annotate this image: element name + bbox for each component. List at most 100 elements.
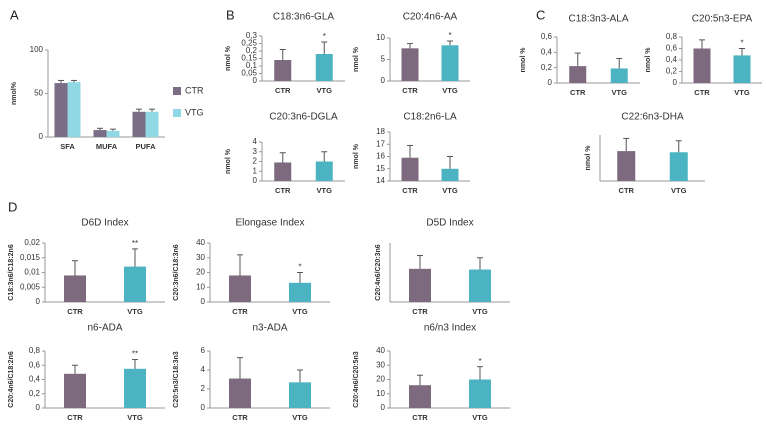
- y-axis-label: nmol%: [11, 81, 18, 105]
- panel-label: D: [8, 199, 17, 214]
- legend-swatch: [173, 109, 181, 117]
- panel-label: C: [536, 7, 545, 22]
- bar: [315, 54, 333, 81]
- chart-title: n3-ADA: [252, 323, 287, 334]
- x-tick-label: VTG: [127, 307, 143, 316]
- y-tick-label: 0: [36, 403, 41, 412]
- y-tick-label: 0,2: [29, 389, 41, 398]
- x-tick-label: CTR: [232, 413, 248, 422]
- y-axis-label: C18:3n6/C18:2n6: [8, 244, 15, 301]
- y-tick-label: 40: [196, 238, 205, 247]
- x-tick-label: VTG: [317, 86, 333, 95]
- y-tick-label: 0: [201, 403, 206, 412]
- y-tick-label: 0,02: [24, 238, 40, 247]
- bar: [441, 45, 459, 81]
- y-tick-label: 20: [196, 268, 205, 277]
- chart-title: C18:3n6-GLA: [273, 12, 334, 23]
- bar: [409, 385, 431, 408]
- bar: [124, 266, 146, 302]
- chart-title: D6D Index: [81, 218, 128, 229]
- y-axis-label: C20:4n6/C20:3n6: [375, 244, 382, 301]
- panel-label: B: [226, 7, 235, 22]
- y-tick-label: 0,01: [24, 268, 40, 277]
- chart-title: D5D Index: [426, 218, 473, 229]
- bar: [441, 168, 459, 181]
- y-tick-label: 0,005: [20, 282, 41, 291]
- bar: [289, 282, 311, 302]
- y-tick-label: 100: [30, 45, 44, 54]
- y-axis-label: C20:5n3/C18:3n3: [173, 351, 180, 408]
- y-tick-label: 3: [253, 147, 258, 156]
- significance: **: [132, 350, 138, 359]
- panel-label: A: [10, 7, 19, 22]
- bar: [274, 162, 292, 181]
- bar: [145, 111, 159, 137]
- chart-title: n6/n3 Index: [424, 323, 476, 334]
- y-tick-label: 0: [39, 132, 44, 141]
- bar: [617, 151, 636, 181]
- y-tick-label: 0,3: [246, 31, 258, 40]
- bar: [401, 157, 419, 181]
- x-tick-label: CTR: [619, 186, 635, 195]
- y-tick-label: 0,1: [246, 61, 258, 70]
- x-tick-label: CTR: [275, 186, 291, 195]
- y-tick-label: 50: [34, 89, 43, 98]
- y-tick-label: 0,8: [29, 346, 41, 355]
- x-tick-label: VTG: [734, 88, 750, 97]
- x-tick-label: VTG: [472, 307, 488, 316]
- x-tick-label: VTG: [292, 307, 308, 316]
- x-tick-label: CTR: [412, 413, 428, 422]
- y-axis-label: nmol %: [353, 46, 360, 72]
- y-tick-label: 10: [376, 33, 385, 42]
- bar: [93, 130, 107, 137]
- x-tick-label: VTG: [127, 413, 143, 422]
- bar: [54, 83, 68, 137]
- chart-title: C22:6n3-DHA: [621, 112, 684, 123]
- y-tick-label: 0: [201, 297, 206, 306]
- y-tick-label: 0,4: [29, 375, 41, 384]
- bar: [64, 373, 86, 408]
- significance: *: [740, 39, 743, 48]
- y-tick-label: 0,2: [541, 63, 553, 72]
- bar: [401, 48, 419, 81]
- chart-title: C18:2n6-LA: [403, 112, 457, 123]
- y-tick-label: 20: [376, 375, 385, 384]
- y-axis-label: nmol %: [585, 145, 592, 171]
- y-tick-label: 0,6: [29, 360, 41, 369]
- y-tick-label: 4: [253, 137, 258, 146]
- x-tick-label: PUFA: [135, 142, 156, 151]
- y-tick-label: 0,25: [241, 39, 257, 48]
- y-tick-label: 40: [376, 346, 385, 355]
- y-tick-label: 17: [376, 139, 385, 148]
- x-tick-label: VTG: [317, 186, 333, 195]
- y-tick-label: 0: [253, 76, 258, 85]
- bar: [229, 378, 251, 408]
- x-tick-label: CTR: [275, 86, 291, 95]
- x-tick-label: VTG: [292, 413, 308, 422]
- y-tick-label: 0: [36, 297, 41, 306]
- x-tick-label: CTR: [570, 88, 586, 97]
- y-axis-label: C20:3n6/C18:3n6: [173, 244, 180, 301]
- y-tick-label: 30: [376, 360, 385, 369]
- y-tick-label: 30: [196, 253, 205, 262]
- y-axis-label: nmol %: [645, 47, 652, 73]
- bar: [693, 48, 711, 83]
- y-axis-label: nmol %: [520, 47, 527, 73]
- y-axis-label: C20:4n6/C18:2n6: [8, 351, 15, 408]
- x-tick-label: VTG: [612, 88, 628, 97]
- y-tick-label: 0: [548, 78, 553, 87]
- x-tick-label: CTR: [412, 307, 428, 316]
- significance: *: [298, 263, 301, 272]
- y-tick-label: 0: [381, 76, 386, 85]
- bar: [469, 269, 491, 302]
- y-tick-label: 0: [381, 403, 386, 412]
- y-tick-label: 0,2: [246, 46, 258, 55]
- y-tick-label: 0,015: [20, 253, 41, 262]
- y-tick-label: 4: [201, 365, 206, 374]
- x-tick-label: VTG: [671, 186, 687, 195]
- y-axis-label: nmol %: [353, 143, 360, 169]
- bar: [64, 275, 86, 302]
- significance: **: [132, 239, 138, 248]
- y-axis-label: nmol %: [225, 45, 232, 71]
